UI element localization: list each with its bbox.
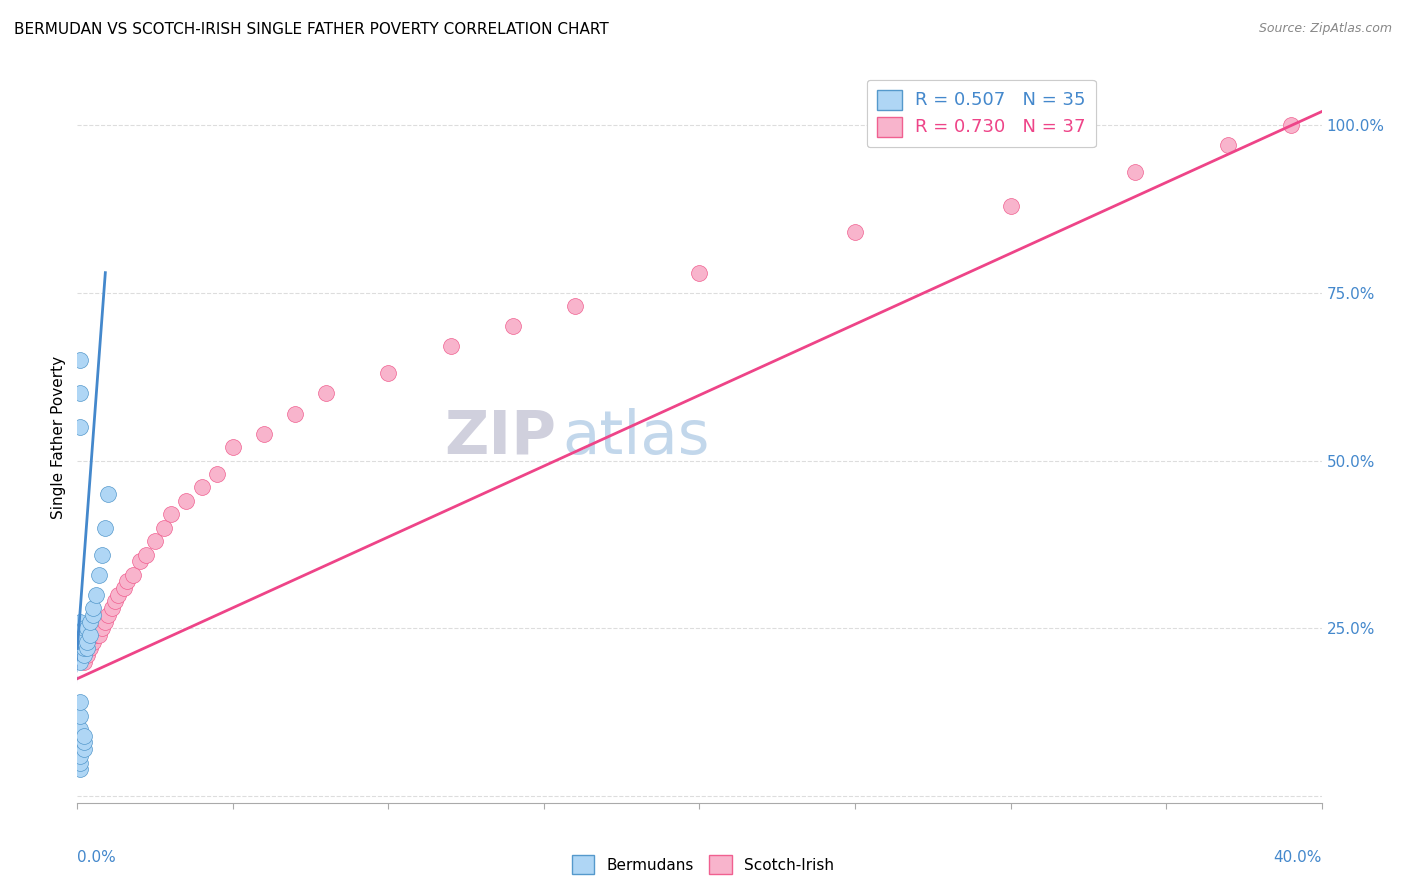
Point: [315, 386, 337, 401]
Legend: Bermudans, Scotch-Irish: Bermudans, Scotch-Irish: [565, 849, 841, 880]
Point: [72, 628, 94, 642]
Point: [79, 615, 101, 629]
Point: [69, 634, 91, 648]
Point: [69, 722, 91, 736]
Point: [174, 493, 197, 508]
Point: [222, 440, 245, 454]
Point: [112, 581, 135, 595]
Point: [69, 655, 91, 669]
Point: [72, 634, 94, 648]
Point: [107, 588, 129, 602]
Point: [97, 607, 120, 622]
Text: 0.0%: 0.0%: [77, 850, 117, 865]
Point: [69, 420, 91, 434]
Point: [72, 641, 94, 656]
Point: [122, 567, 145, 582]
Point: [1218, 138, 1240, 153]
Point: [104, 594, 127, 608]
Point: [91, 548, 114, 562]
Point: [115, 574, 138, 589]
Point: [69, 621, 91, 635]
Point: [1279, 118, 1302, 132]
Text: atlas: atlas: [562, 408, 710, 467]
Text: BERMUDAN VS SCOTCH-IRISH SINGLE FATHER POVERTY CORRELATION CHART: BERMUDAN VS SCOTCH-IRISH SINGLE FATHER P…: [14, 22, 609, 37]
Point: [76, 641, 98, 656]
Point: [253, 426, 276, 441]
Point: [76, 621, 98, 635]
Point: [72, 729, 94, 743]
Text: 40.0%: 40.0%: [1274, 850, 1322, 865]
Legend: R = 0.507   N = 35, R = 0.730   N = 37: R = 0.507 N = 35, R = 0.730 N = 37: [866, 79, 1095, 147]
Point: [844, 226, 866, 240]
Point: [94, 521, 117, 535]
Point: [69, 748, 91, 763]
Point: [128, 554, 150, 568]
Point: [69, 628, 91, 642]
Point: [72, 621, 94, 635]
Point: [207, 467, 229, 481]
Point: [69, 708, 91, 723]
Point: [502, 319, 524, 334]
Point: [87, 628, 110, 642]
Text: Source: ZipAtlas.com: Source: ZipAtlas.com: [1258, 22, 1392, 36]
Point: [91, 621, 114, 635]
Point: [72, 742, 94, 756]
Point: [440, 339, 463, 353]
Point: [377, 367, 399, 381]
Point: [72, 648, 94, 662]
Point: [69, 386, 91, 401]
Text: ZIP: ZIP: [444, 408, 557, 467]
Point: [135, 548, 157, 562]
Point: [94, 615, 117, 629]
Point: [72, 735, 94, 749]
Point: [69, 615, 91, 629]
Point: [87, 567, 110, 582]
Point: [82, 607, 104, 622]
Point: [72, 655, 94, 669]
Point: [79, 641, 101, 656]
Point: [143, 534, 166, 549]
Point: [1000, 198, 1022, 212]
Point: [97, 487, 120, 501]
Point: [69, 641, 91, 656]
Point: [69, 352, 91, 367]
Point: [79, 628, 101, 642]
Point: [153, 521, 176, 535]
Point: [84, 628, 107, 642]
Point: [76, 648, 98, 662]
Y-axis label: Single Father Poverty: Single Father Poverty: [51, 356, 66, 518]
Point: [76, 634, 98, 648]
Point: [84, 588, 107, 602]
Point: [100, 601, 122, 615]
Point: [284, 407, 307, 421]
Point: [1123, 165, 1146, 179]
Point: [689, 266, 711, 280]
Point: [69, 762, 91, 776]
Point: [82, 634, 104, 648]
Point: [69, 695, 91, 709]
Point: [82, 601, 104, 615]
Point: [191, 480, 214, 494]
Point: [564, 299, 586, 313]
Point: [69, 756, 91, 770]
Point: [159, 508, 181, 522]
